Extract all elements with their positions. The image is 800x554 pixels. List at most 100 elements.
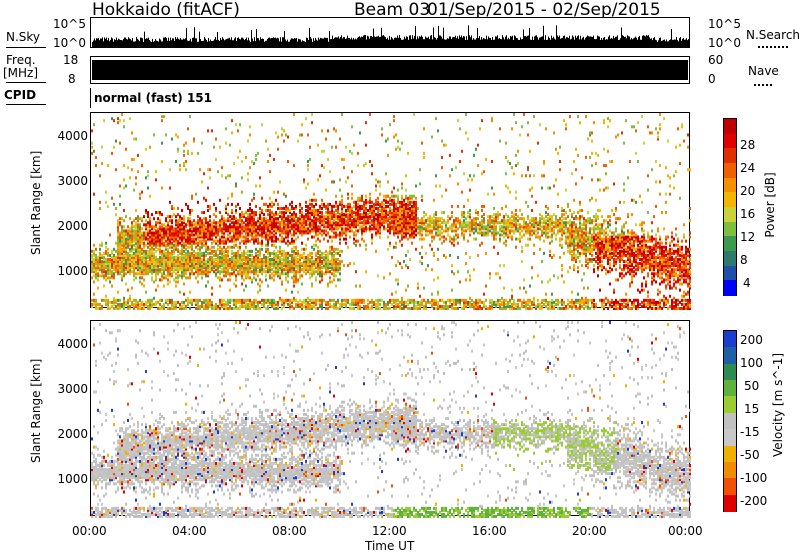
heatmap-cell [299,298,301,302]
heatmap-cell [403,217,405,221]
heatmap-cell [393,213,395,217]
heatmap-cell [475,147,477,151]
heatmap-cell [393,298,395,302]
heatmap-cell [187,127,189,131]
heatmap-cell [365,227,367,231]
heatmap-cell [473,268,475,272]
heatmap-cell [255,204,257,208]
heatmap-cell [479,300,481,304]
heatmap-cell [497,272,499,276]
heatmap-cell [165,255,167,259]
heatmap-cell [279,233,281,237]
heatmap-cell [117,247,119,251]
heatmap-cell [143,304,145,308]
heatmap-cell [183,272,185,276]
heatmap-cell [235,219,237,223]
heatmap-cell [139,264,141,268]
heatmap-cell [257,282,259,286]
heatmap-cell [233,264,235,268]
heatmap-cell [309,229,311,233]
heatmap-cell [237,300,239,304]
heatmap-cell [433,223,435,227]
heatmap-cell [185,223,187,227]
heatmap-cell [337,298,339,302]
heatmap-cell [235,221,237,225]
heatmap-cell [137,258,139,261]
heatmap-cell [189,211,191,215]
heatmap-cell [483,231,485,235]
heatmap-cell [313,213,315,217]
heatmap-cell [345,213,347,217]
heatmap-cell [115,268,117,272]
heatmap-cell [197,274,199,278]
heatmap-cell [119,243,121,247]
heatmap-cell [413,200,415,204]
heatmap-cell [467,178,469,182]
heatmap-cell [407,227,409,231]
heatmap-cell [305,229,307,233]
heatmap-cell [189,251,191,255]
heatmap-cell [397,145,399,149]
heatmap-cell [169,272,171,276]
heatmap-cell [183,231,185,235]
heatmap-cell [155,221,157,225]
heatmap-cell [299,223,301,227]
heatmap-cell [141,231,143,235]
heatmap-cell [119,253,121,257]
heatmap-cell [325,307,327,310]
heatmap-cell [205,284,207,288]
heatmap-cell [327,215,329,219]
heatmap-cell [143,260,145,264]
heatmap-cell [389,225,391,229]
heatmap-cell [227,278,229,282]
heatmap-cell [157,211,159,215]
heatmap-cell [433,213,435,217]
heatmap-cell [437,233,439,237]
heatmap-cell [359,219,361,223]
heatmap-cell [225,176,227,180]
heatmap-cell [301,247,303,251]
heatmap-cell [383,221,385,225]
heatmap-cell [373,221,375,225]
heatmap-cell [399,231,401,235]
heatmap-cell [231,262,233,266]
heatmap-cell [123,253,125,257]
heatmap-cell [407,249,409,253]
heatmap-cell [441,221,443,225]
heatmap-cell [299,253,301,257]
heatmap-cell [321,213,323,217]
heatmap-cell [269,270,271,274]
heatmap-cell [379,184,381,188]
heatmap-cell [439,219,441,223]
heatmap-cell [123,237,125,241]
heatmap-cell [483,227,485,231]
heatmap-cell [387,211,389,215]
heatmap-cell [235,284,237,288]
heatmap-cell [195,233,197,237]
heatmap-cell [291,249,293,253]
heatmap-cell [411,235,413,239]
heatmap-cell [231,237,233,241]
heatmap-cell [385,198,387,202]
heatmap-cell [201,253,203,257]
heatmap-cell [493,206,495,210]
heatmap-cell [203,260,205,264]
heatmap-cell [133,307,135,310]
heatmap-cell [285,217,287,221]
heatmap-cell [131,249,133,253]
heatmap-cell [435,117,437,121]
heatmap-cell [159,221,161,225]
heatmap-cell [109,270,111,274]
heatmap-cell [281,219,283,223]
heatmap-cell [401,233,403,237]
heatmap-cell [147,186,149,190]
heatmap-cell [329,264,331,268]
heatmap-cell [345,298,347,302]
heatmap-cell [345,241,347,245]
heatmap-cell [283,129,285,133]
heatmap-cell [93,249,95,253]
heatmap-cell [273,225,275,229]
heatmap-cell [503,264,505,268]
heatmap-cell [357,202,359,206]
heatmap-cell [495,217,497,221]
